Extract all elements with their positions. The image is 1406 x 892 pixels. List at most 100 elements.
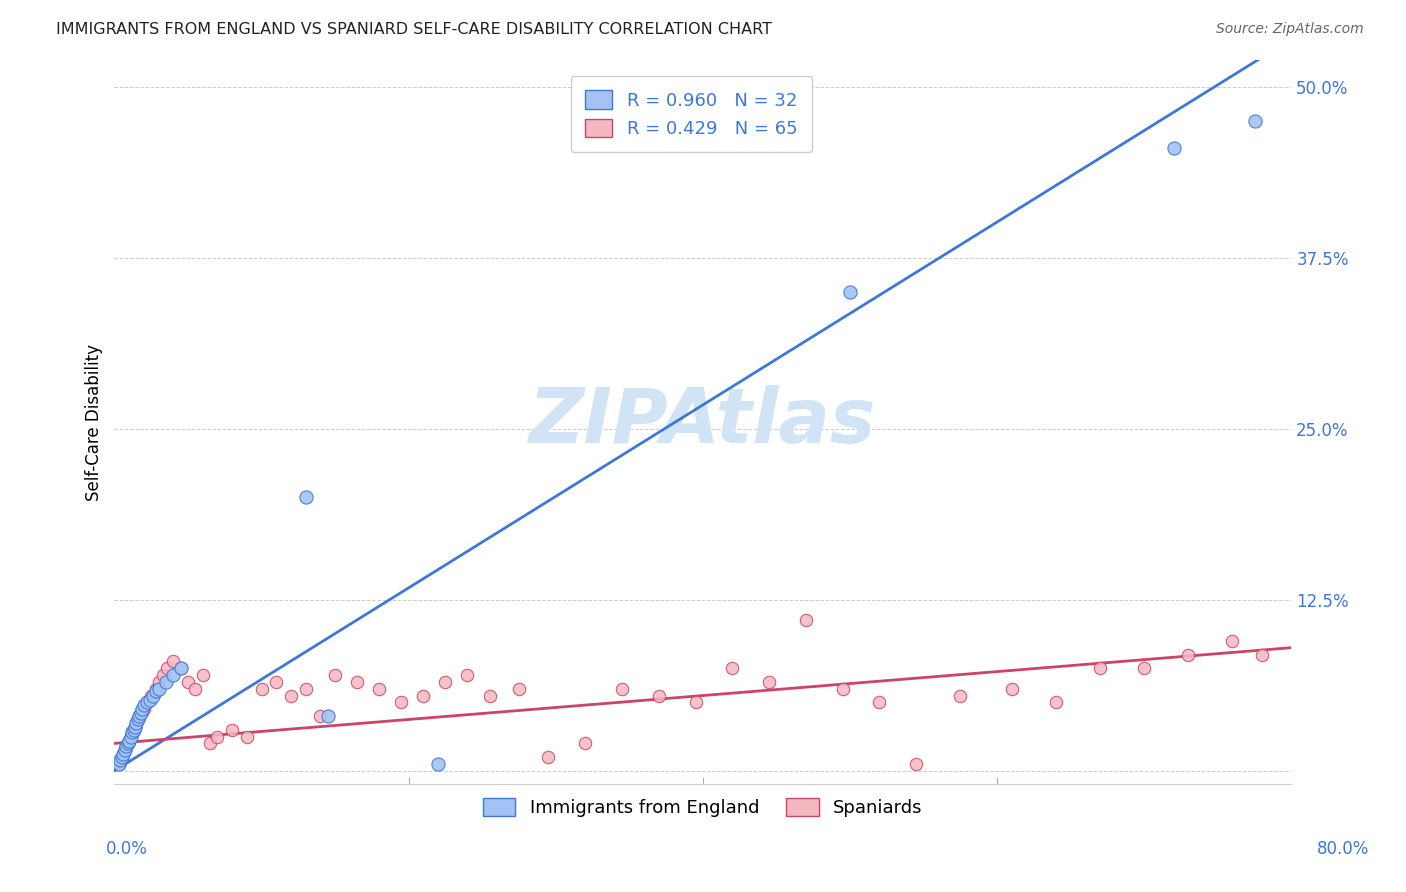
Point [131, 702, 153, 716]
Point [198, 736, 221, 750]
Point [145, 684, 167, 698]
Point [128, 709, 150, 723]
Point [250, 681, 273, 696]
Point [129, 706, 152, 721]
Point [294, 490, 316, 504]
Point [1243, 114, 1265, 128]
Point [162, 668, 184, 682]
Point [125, 715, 148, 730]
Point [148, 674, 170, 689]
Point [610, 681, 633, 696]
Point [135, 695, 157, 709]
Point [478, 689, 501, 703]
Point [111, 750, 134, 764]
Point [389, 695, 412, 709]
Point [122, 723, 145, 737]
Point [121, 725, 143, 739]
Point [537, 750, 560, 764]
Point [124, 720, 146, 734]
Point [108, 756, 131, 771]
Point [368, 681, 391, 696]
Point [148, 681, 170, 696]
Legend: Immigrants from England, Spaniards: Immigrants from England, Spaniards [474, 789, 932, 826]
Point [309, 709, 332, 723]
Point [122, 723, 145, 737]
Text: ZIPAtlas: ZIPAtlas [529, 385, 876, 459]
Point [117, 736, 139, 750]
Point [141, 689, 163, 703]
Point [839, 285, 862, 299]
Point [648, 689, 671, 703]
Point [1045, 695, 1067, 709]
Point [124, 720, 146, 734]
Point [156, 661, 179, 675]
Point [1251, 648, 1274, 662]
Point [831, 681, 853, 696]
Point [316, 709, 339, 723]
Point [169, 661, 191, 675]
Y-axis label: Self-Care Disability: Self-Care Disability [86, 343, 103, 500]
Point [949, 689, 972, 703]
Point [169, 661, 191, 675]
Point [118, 733, 141, 747]
Point [1133, 661, 1156, 675]
Point [177, 674, 200, 689]
Point [794, 613, 817, 627]
Point [280, 689, 302, 703]
Point [110, 753, 132, 767]
Point [1177, 648, 1199, 662]
Point [132, 702, 155, 716]
Point [145, 681, 167, 696]
Point [508, 681, 530, 696]
Point [236, 730, 259, 744]
Point [685, 695, 707, 709]
Point [135, 695, 157, 709]
Point [120, 730, 142, 744]
Point [152, 668, 174, 682]
Point [294, 681, 316, 696]
Point [412, 689, 434, 703]
Point [456, 668, 478, 682]
Point [574, 736, 596, 750]
Point [114, 743, 136, 757]
Point [184, 681, 207, 696]
Text: 80.0%: 80.0% [1316, 840, 1369, 858]
Point [264, 674, 287, 689]
Point [868, 695, 890, 709]
Point [127, 712, 149, 726]
Point [115, 739, 138, 753]
Point [117, 736, 139, 750]
Point [427, 756, 450, 771]
Text: Source: ZipAtlas.com: Source: ZipAtlas.com [1216, 22, 1364, 37]
Point [108, 756, 131, 771]
Point [121, 725, 143, 739]
Point [905, 756, 928, 771]
Point [434, 674, 457, 689]
Point [128, 709, 150, 723]
Point [1001, 681, 1024, 696]
Point [207, 730, 229, 744]
Point [155, 674, 177, 689]
Point [114, 743, 136, 757]
Point [118, 733, 141, 747]
Point [162, 654, 184, 668]
Point [129, 706, 152, 721]
Point [1222, 633, 1244, 648]
Point [346, 674, 368, 689]
Point [221, 723, 243, 737]
Point [323, 668, 346, 682]
Point [110, 753, 132, 767]
Point [1088, 661, 1111, 675]
Point [127, 712, 149, 726]
Point [120, 730, 142, 744]
Point [132, 698, 155, 712]
Point [191, 668, 214, 682]
Point [111, 750, 134, 764]
Point [1163, 141, 1185, 155]
Text: IMMIGRANTS FROM ENGLAND VS SPANIARD SELF-CARE DISABILITY CORRELATION CHART: IMMIGRANTS FROM ENGLAND VS SPANIARD SELF… [56, 22, 772, 37]
Point [112, 747, 135, 762]
Point [125, 715, 148, 730]
Point [758, 674, 780, 689]
Point [721, 661, 744, 675]
Text: 0.0%: 0.0% [105, 840, 148, 858]
